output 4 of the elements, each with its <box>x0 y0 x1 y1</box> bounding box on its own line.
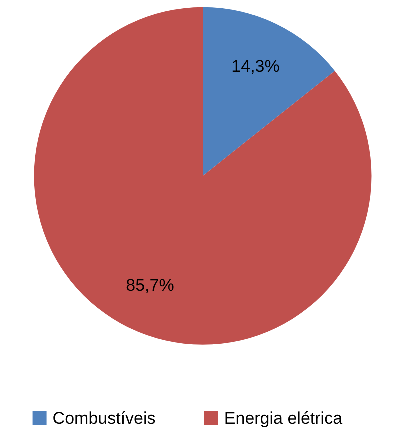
legend-label: Energia elétrica <box>224 409 344 428</box>
legend-label: Combustíveis <box>52 409 156 428</box>
data-label: 85,7% <box>126 276 174 296</box>
data-label: 14,3% <box>232 57 280 76</box>
